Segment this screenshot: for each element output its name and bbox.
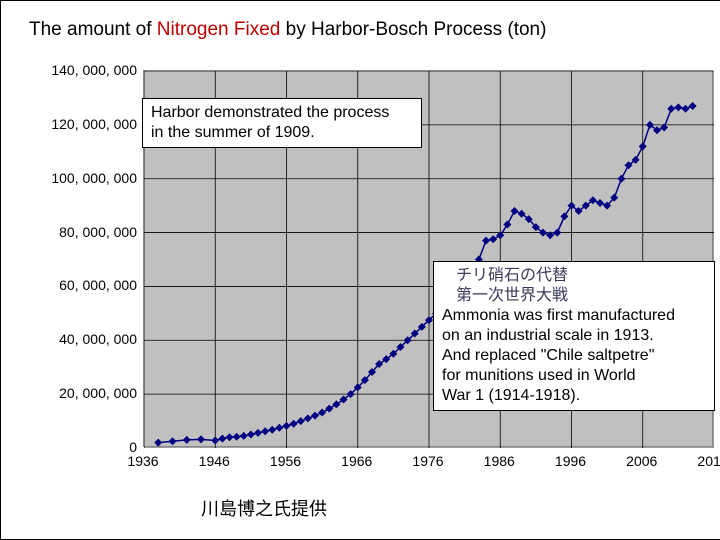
x-tick-label: 1956 bbox=[256, 453, 316, 469]
callout-en-line: on an industrial scale in 1913. bbox=[442, 326, 706, 346]
x-tick-label: 1986 bbox=[469, 453, 529, 469]
callout-line: in the summer of 1909. bbox=[151, 123, 413, 143]
x-tick-label: 2006 bbox=[612, 453, 672, 469]
title-highlight: Nitrogen Fixed bbox=[157, 19, 281, 40]
callout-harbor-1909: Harbor demonstrated the process in the s… bbox=[142, 98, 422, 148]
x-tick-label: 1936 bbox=[113, 453, 173, 469]
callout-chile-saltpetre: チリ硝石の代替 第一次世界大戦 Ammonia was first manufa… bbox=[433, 261, 715, 411]
y-tick-label: 60, 000, 000 bbox=[27, 277, 137, 293]
y-tick-label: 80, 000, 000 bbox=[27, 224, 137, 240]
callout-jp-line: 第一次世界大戦 bbox=[456, 286, 706, 306]
y-tick-label: 40, 000, 000 bbox=[27, 331, 137, 347]
page-frame: The amount of Nitrogen Fixed by Harbor-B… bbox=[0, 0, 720, 540]
y-tick-label: 20, 000, 000 bbox=[27, 385, 137, 401]
callout-en-line: War 1 (1914-1918). bbox=[442, 386, 706, 406]
callout-en-line: And replaced "Chile saltpetre" bbox=[442, 346, 706, 366]
chart-title: The amount of Nitrogen Fixed by Harbor-B… bbox=[29, 19, 546, 41]
x-tick-label: 1966 bbox=[327, 453, 387, 469]
callout-en-line: Ammonia was first manufactured bbox=[442, 306, 706, 326]
y-tick-label: 100, 000, 000 bbox=[27, 170, 137, 186]
credit-text: 川島博之氏提供 bbox=[201, 495, 327, 521]
callout-en-line: for munitions used in World bbox=[442, 366, 706, 386]
title-pre: The amount of bbox=[29, 19, 157, 40]
y-tick-label: 140, 000, 000 bbox=[27, 62, 137, 78]
callout-jp-line: チリ硝石の代替 bbox=[456, 266, 706, 286]
y-tick-label: 120, 000, 000 bbox=[27, 116, 137, 132]
x-tick-label: 1976 bbox=[398, 453, 458, 469]
x-tick-label: 1996 bbox=[541, 453, 601, 469]
x-tick-label: 1946 bbox=[184, 453, 244, 469]
title-post: by Harbor-Bosch Process (ton) bbox=[280, 19, 546, 40]
x-tick-label: 2016 bbox=[683, 453, 720, 469]
callout-line: Harbor demonstrated the process bbox=[151, 103, 413, 123]
